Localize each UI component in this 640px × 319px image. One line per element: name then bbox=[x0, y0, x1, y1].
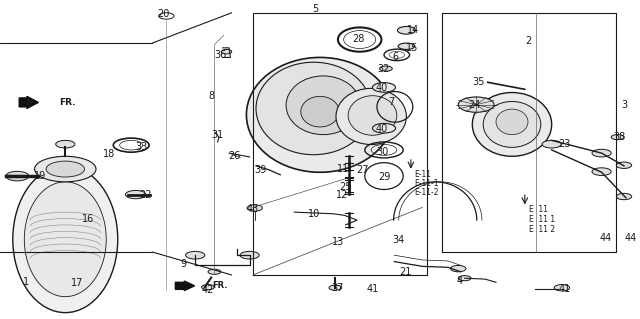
Ellipse shape bbox=[208, 269, 221, 274]
Text: 26: 26 bbox=[228, 151, 241, 161]
Text: 37: 37 bbox=[331, 283, 344, 293]
Ellipse shape bbox=[301, 96, 339, 127]
Text: E  11 1: E 11 1 bbox=[529, 215, 555, 224]
Text: E-11-2: E-11-2 bbox=[415, 188, 439, 197]
Text: 25: 25 bbox=[339, 182, 352, 192]
Text: 10: 10 bbox=[307, 209, 320, 219]
Ellipse shape bbox=[542, 140, 561, 148]
Ellipse shape bbox=[246, 57, 394, 172]
Text: 31: 31 bbox=[211, 130, 223, 140]
Text: 5: 5 bbox=[312, 4, 319, 14]
Ellipse shape bbox=[13, 166, 118, 313]
Text: E-11: E-11 bbox=[415, 170, 432, 179]
Text: 33: 33 bbox=[135, 142, 148, 152]
Ellipse shape bbox=[458, 97, 494, 112]
Ellipse shape bbox=[554, 285, 570, 291]
Ellipse shape bbox=[6, 171, 29, 181]
Text: 29: 29 bbox=[378, 172, 391, 182]
Ellipse shape bbox=[458, 276, 471, 281]
Ellipse shape bbox=[202, 285, 214, 290]
Ellipse shape bbox=[616, 162, 632, 168]
Ellipse shape bbox=[397, 26, 415, 34]
Ellipse shape bbox=[592, 149, 611, 157]
Text: 44: 44 bbox=[624, 233, 637, 243]
Ellipse shape bbox=[496, 109, 528, 135]
Text: FR.: FR. bbox=[212, 281, 228, 290]
Ellipse shape bbox=[380, 66, 392, 71]
Ellipse shape bbox=[56, 140, 75, 148]
Ellipse shape bbox=[240, 251, 259, 259]
Text: 6: 6 bbox=[392, 52, 399, 63]
Text: 9: 9 bbox=[180, 259, 187, 269]
Text: 27: 27 bbox=[356, 165, 369, 175]
Text: 14: 14 bbox=[407, 25, 420, 35]
Text: 24: 24 bbox=[468, 100, 481, 110]
Text: 22: 22 bbox=[140, 190, 152, 200]
Ellipse shape bbox=[46, 161, 84, 177]
Text: 15: 15 bbox=[406, 43, 419, 54]
Text: 38: 38 bbox=[613, 132, 626, 142]
Text: 17: 17 bbox=[70, 278, 83, 288]
Ellipse shape bbox=[372, 123, 396, 133]
Text: 30: 30 bbox=[376, 147, 388, 157]
Text: 3: 3 bbox=[621, 100, 627, 110]
FancyArrow shape bbox=[175, 281, 195, 291]
Ellipse shape bbox=[472, 93, 552, 156]
Text: FR.: FR. bbox=[59, 98, 76, 107]
Text: 16: 16 bbox=[81, 213, 94, 224]
Text: E  11 2: E 11 2 bbox=[529, 225, 555, 234]
Text: 23: 23 bbox=[558, 139, 571, 149]
Ellipse shape bbox=[592, 168, 611, 175]
Text: 28: 28 bbox=[352, 34, 365, 44]
Text: E  11: E 11 bbox=[529, 205, 548, 214]
Ellipse shape bbox=[221, 49, 232, 54]
Ellipse shape bbox=[336, 88, 406, 145]
Ellipse shape bbox=[616, 193, 632, 200]
Text: 19: 19 bbox=[34, 171, 47, 181]
Text: 13: 13 bbox=[332, 237, 344, 247]
Text: 43: 43 bbox=[246, 204, 259, 214]
Ellipse shape bbox=[256, 62, 371, 155]
Ellipse shape bbox=[372, 83, 396, 92]
Text: 34: 34 bbox=[392, 235, 404, 245]
Ellipse shape bbox=[247, 205, 262, 211]
Ellipse shape bbox=[125, 190, 146, 199]
Ellipse shape bbox=[24, 182, 106, 297]
Text: 7: 7 bbox=[388, 97, 395, 107]
Ellipse shape bbox=[398, 43, 415, 49]
Ellipse shape bbox=[451, 265, 466, 272]
Ellipse shape bbox=[348, 96, 397, 135]
Text: 42: 42 bbox=[202, 285, 214, 295]
Text: 11: 11 bbox=[337, 164, 349, 174]
Text: 21: 21 bbox=[399, 267, 412, 277]
Text: E-11-1: E-11-1 bbox=[415, 179, 439, 188]
Text: 40: 40 bbox=[375, 83, 388, 93]
Ellipse shape bbox=[286, 76, 360, 135]
Text: 8: 8 bbox=[208, 91, 214, 101]
Text: 12: 12 bbox=[335, 189, 348, 200]
Ellipse shape bbox=[483, 101, 541, 147]
Text: 39: 39 bbox=[254, 165, 267, 175]
Text: 20: 20 bbox=[157, 9, 170, 19]
Ellipse shape bbox=[329, 285, 342, 290]
Ellipse shape bbox=[35, 156, 96, 182]
Ellipse shape bbox=[186, 251, 205, 259]
Ellipse shape bbox=[611, 135, 624, 140]
Text: 4: 4 bbox=[456, 276, 463, 286]
Text: 2: 2 bbox=[525, 36, 532, 47]
FancyArrow shape bbox=[19, 96, 38, 108]
Text: 40: 40 bbox=[375, 124, 388, 134]
Text: 41: 41 bbox=[366, 284, 379, 294]
Text: 32: 32 bbox=[378, 64, 390, 74]
Text: 44: 44 bbox=[599, 233, 612, 243]
Text: 1: 1 bbox=[22, 277, 29, 287]
Text: 36: 36 bbox=[214, 50, 227, 60]
Text: 41: 41 bbox=[558, 284, 571, 294]
Text: 18: 18 bbox=[102, 149, 115, 160]
Text: 35: 35 bbox=[472, 77, 485, 87]
